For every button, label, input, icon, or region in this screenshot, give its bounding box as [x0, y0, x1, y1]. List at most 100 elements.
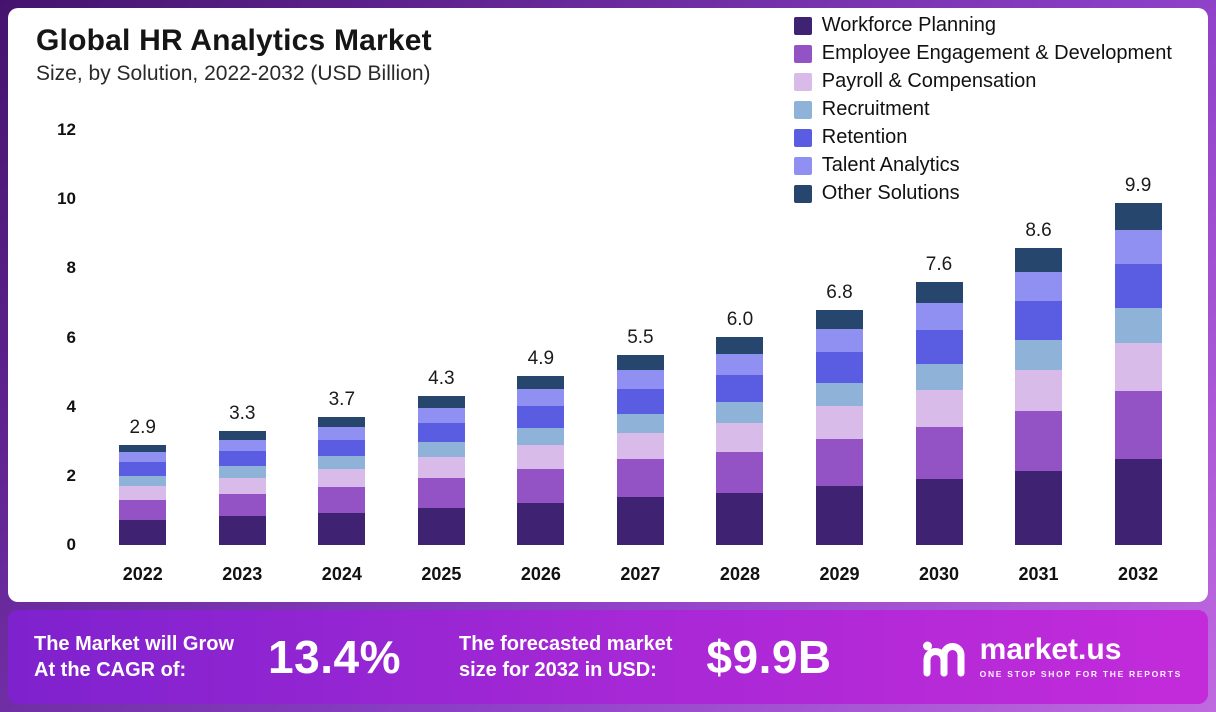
bar-segment: [119, 499, 167, 520]
bar-segment: [119, 475, 167, 486]
bar-segment: [815, 486, 863, 545]
bar-column: 4.9 2026: [517, 130, 565, 584]
cagr-label-line1: The Market will Grow: [34, 633, 235, 655]
forecast-label-line2: size for 2032 in USD:: [458, 659, 657, 681]
bar-segment: [915, 390, 963, 427]
bar-segment: [119, 485, 167, 500]
bar-segment: [915, 282, 963, 304]
bar-segment: [119, 462, 167, 476]
bar-segment: [417, 507, 465, 545]
bar-stack: [119, 444, 167, 545]
x-tick-label: 2030: [918, 564, 960, 584]
x-tick-label: 2032: [1118, 564, 1159, 584]
bar-segment: [915, 426, 963, 480]
bar-column: 6.8 2029: [815, 130, 863, 584]
bar-total-label: 3.3: [229, 402, 256, 424]
bar-segment: [417, 457, 465, 478]
bar-segment: [318, 417, 366, 428]
bar-segment: [417, 442, 465, 458]
bar-total-label: 3.7: [328, 389, 356, 411]
bar-segment: [1015, 339, 1063, 370]
y-tick-label: 12: [57, 120, 76, 139]
bar-segment: [616, 459, 664, 498]
brand-name: market.us: [979, 633, 1122, 666]
y-tick-label: 6: [66, 327, 76, 347]
bar-segment: [218, 466, 266, 478]
bar-column: 3.3 2023: [218, 130, 266, 584]
bar-column: 6.0 2028: [716, 130, 764, 584]
bar-segment: [517, 444, 565, 469]
legend-item: Employee Engagement & Development: [793, 42, 1172, 65]
bar-stack: [915, 282, 963, 545]
bar-segment: [517, 405, 565, 428]
bar-segment: [915, 329, 963, 364]
cagr-value: 13.4%: [268, 631, 401, 683]
bar-segment: [318, 487, 366, 513]
bar-segment: [218, 493, 266, 517]
legend: Workforce Planning Employee Engagement & …: [793, 14, 1172, 205]
bar-segment: [716, 353, 764, 375]
bar-segment: [1015, 470, 1063, 545]
x-tick-label: 2025: [421, 564, 462, 584]
bar-total-label: 9.9: [1124, 174, 1152, 196]
bar-total-label: 8.6: [1025, 219, 1052, 241]
bar-segment: [119, 452, 167, 463]
bar-segment: [815, 406, 863, 440]
bar-segment: [716, 374, 764, 402]
y-tick-label: 2: [66, 465, 76, 485]
bar-total-label: 4.9: [527, 347, 555, 369]
bar-segment: [616, 354, 664, 370]
bar-segment: [517, 427, 565, 445]
footer-banner: The Market will Grow At the CAGR of: 13.…: [8, 610, 1208, 704]
bar-segment: [1114, 342, 1162, 391]
bar-segment: [1015, 411, 1063, 471]
brand-logo: market.us ONE STOP SHOP FOR THE REPORTS: [920, 633, 1182, 681]
bar-segment: [815, 439, 863, 487]
bar-segment: [218, 430, 266, 440]
legend-swatch: [793, 72, 812, 91]
legend-label: Other Solutions: [821, 182, 960, 204]
bar-segment: [417, 396, 465, 408]
bar-segment: [915, 363, 963, 391]
bar-segment: [517, 468, 565, 503]
legend-swatch: [793, 184, 812, 203]
bar-segment: [417, 477, 465, 508]
bar-segment: [1015, 271, 1063, 302]
forecast-value: $9.9B: [706, 631, 832, 683]
legend-label: Talent Analytics: [821, 154, 960, 176]
bar-segment: [616, 432, 664, 460]
bar-segment: [815, 382, 863, 407]
bar-stack: [417, 396, 465, 545]
x-tick-label: 2023: [222, 564, 263, 584]
title-block: Global HR Analytics Market Size, by Solu…: [36, 24, 432, 86]
bar-segment: [915, 479, 963, 545]
legend-label: Recruitment: [821, 98, 930, 120]
bar-segment: [1114, 229, 1162, 264]
bar-segment: [1114, 263, 1162, 309]
bar-stack: [815, 309, 863, 545]
bar-segment: [1015, 369, 1063, 412]
bar-segment: [517, 502, 565, 545]
cagr-label: The Market will Grow At the CAGR of:: [34, 631, 234, 683]
bar-column: 3.7 2024: [318, 130, 366, 584]
bar-segment: [318, 456, 366, 470]
bar-segment: [716, 493, 764, 545]
bar-segment: [616, 369, 664, 389]
bar-segment: [616, 388, 664, 414]
bar-segment: [517, 388, 565, 406]
bar-column: 7.6 2030: [915, 130, 963, 584]
bar-segment: [716, 337, 764, 354]
x-tick-label: 2029: [819, 564, 860, 584]
bar-total-label: 5.5: [627, 326, 654, 348]
bar-stack: [318, 417, 366, 545]
x-tick-label: 2026: [520, 564, 561, 584]
bar-segment: [318, 439, 366, 457]
chart-card: Global HR Analytics Market Size, by Solu…: [8, 8, 1208, 602]
bar-segment: [1114, 202, 1162, 230]
bar-column: 9.9 2032: [1114, 130, 1162, 584]
bar-column: 8.6 2031: [1015, 130, 1063, 584]
x-tick-label: 2027: [620, 564, 661, 584]
legend-item: Other Solutions: [793, 182, 1172, 205]
market-us-icon: [922, 641, 965, 677]
